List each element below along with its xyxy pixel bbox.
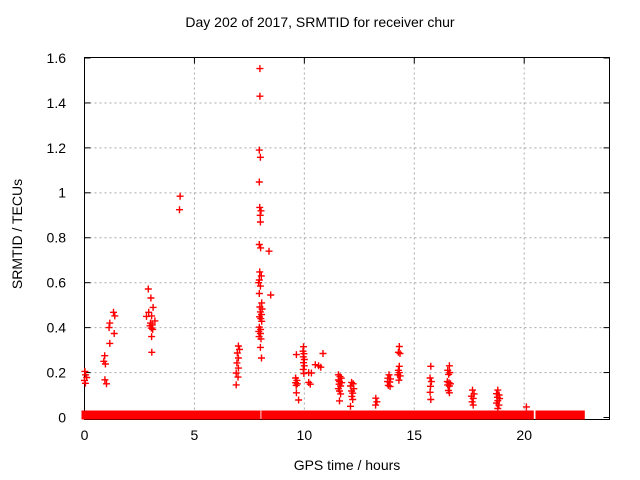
y-tick-label: 1.4 bbox=[47, 95, 67, 111]
x-tick-label: 5 bbox=[191, 427, 199, 443]
zero-band-segment bbox=[151, 410, 241, 420]
y-axis-label: SRMTID / TECUs bbox=[9, 178, 25, 290]
zero-band-segment bbox=[294, 410, 308, 420]
chart-title: Day 202 of 2017, SRMTID for receiver chu… bbox=[185, 14, 455, 30]
zero-band-segment bbox=[355, 410, 379, 420]
y-tick-label: 0.2 bbox=[47, 364, 67, 380]
zero-band-segment bbox=[453, 410, 500, 420]
zero-band-segment bbox=[398, 410, 428, 420]
zero-band-segment bbox=[535, 410, 585, 420]
y-tick-label: 0.8 bbox=[47, 230, 67, 246]
x-tick-label: 15 bbox=[406, 427, 422, 443]
y-tick-label: 0.4 bbox=[47, 320, 67, 336]
zero-band-segment bbox=[305, 410, 345, 420]
zero-band-segment bbox=[496, 410, 534, 420]
y-tick-label: 1.6 bbox=[47, 50, 67, 66]
x-tick-label: 10 bbox=[297, 427, 313, 443]
y-tick-label: 1.2 bbox=[47, 140, 67, 156]
zero-band-segment bbox=[423, 410, 435, 420]
plot-border bbox=[84, 57, 610, 420]
zero-band-segment bbox=[81, 410, 155, 420]
zero-band-segment bbox=[376, 410, 402, 420]
data-point-markers bbox=[81, 65, 530, 412]
y-tick-label: 0.6 bbox=[47, 275, 67, 291]
y-tick-label: 0 bbox=[58, 409, 66, 425]
y-tick-label: 1 bbox=[58, 185, 66, 201]
zero-band-segment bbox=[431, 410, 454, 420]
x-tick-label: 0 bbox=[81, 427, 89, 443]
zero-band-segment bbox=[342, 410, 359, 420]
x-tick-label: 20 bbox=[516, 427, 532, 443]
zero-band-segment bbox=[261, 410, 299, 420]
x-axis-label: GPS time / hours bbox=[293, 457, 401, 473]
zero-band-segment bbox=[236, 410, 261, 420]
